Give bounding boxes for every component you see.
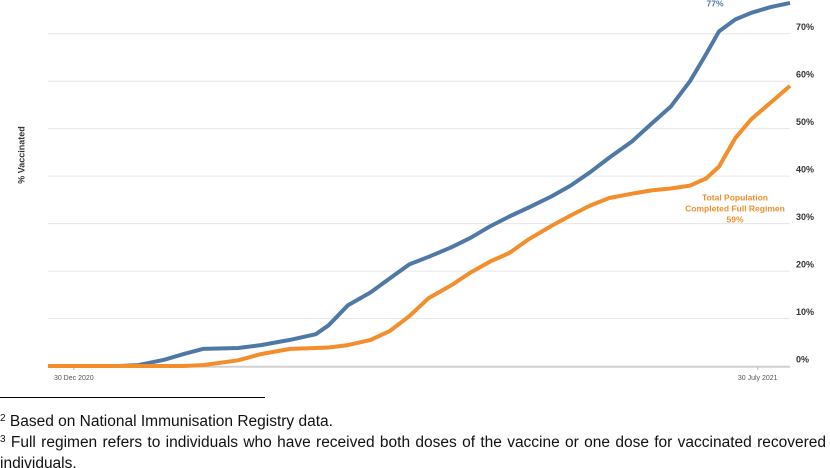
y-tick-label: 70% [796, 22, 814, 32]
y-tick-label: 60% [796, 70, 814, 80]
footnote-marker: 3 [0, 434, 6, 445]
footnote-text: Full regimen refers to individuals who h… [0, 434, 826, 468]
series-line [48, 0, 791, 368]
chart: % Vaccinated 0% 10% 20% 30% 40% 50% 60% 70% 30 D… [16, 0, 814, 382]
x-tick-label: 30 Dec 2020 [54, 375, 94, 382]
y-axis-label: % Vaccinated [16, 126, 26, 184]
annotation: 77% [706, 0, 723, 8]
y-tick-label: 20% [796, 259, 814, 269]
series-line [48, 84, 792, 368]
y-tick-label: 10% [796, 307, 814, 317]
annotation: 59% [726, 214, 743, 224]
y-tick-label: 50% [796, 117, 814, 127]
y-tick-label: 30% [796, 212, 814, 222]
annotation: Total Population [702, 192, 768, 202]
footnote-rule [0, 397, 265, 398]
x-tick-label: 30 July 2021 [738, 375, 778, 382]
annotation: Completed Full Regimen [685, 203, 785, 213]
footnote: 2 Based on National Immunisation Registr… [0, 408, 826, 432]
y-tick-label: 0% [796, 354, 809, 364]
y-tick-label: 40% [796, 165, 814, 175]
footnote: 3 Full regimen refers to individuals who… [0, 429, 826, 468]
footnote-text: Based on National Immunisation Registry … [9, 413, 333, 430]
footnote-marker: 2 [0, 413, 6, 424]
